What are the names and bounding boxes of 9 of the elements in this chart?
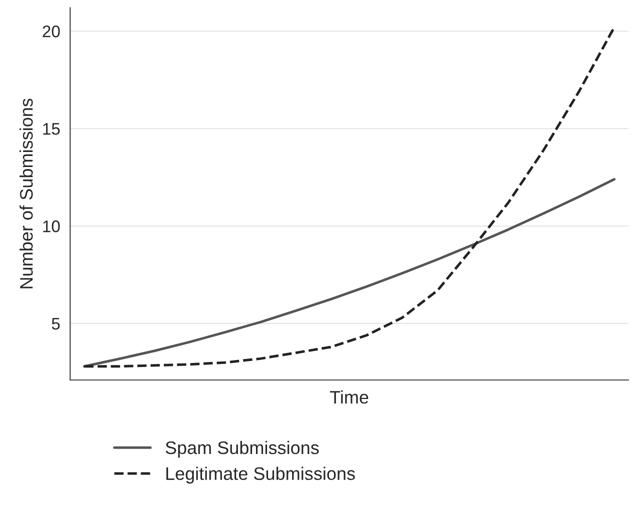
y-tick-label: 5 bbox=[52, 318, 60, 330]
y-tick-label: 15 bbox=[43, 123, 60, 135]
legend-label: Spam Submissions bbox=[166, 440, 319, 458]
y-tick-label: 10 bbox=[43, 220, 60, 232]
x-axis-title: Time bbox=[330, 390, 368, 404]
y-axis-title: Number of Submissions bbox=[20, 98, 33, 288]
y-tick-label: 20 bbox=[42, 26, 60, 38]
legend-label: Legitimate Submissions bbox=[166, 466, 355, 484]
line-series bbox=[83, 178, 616, 368]
